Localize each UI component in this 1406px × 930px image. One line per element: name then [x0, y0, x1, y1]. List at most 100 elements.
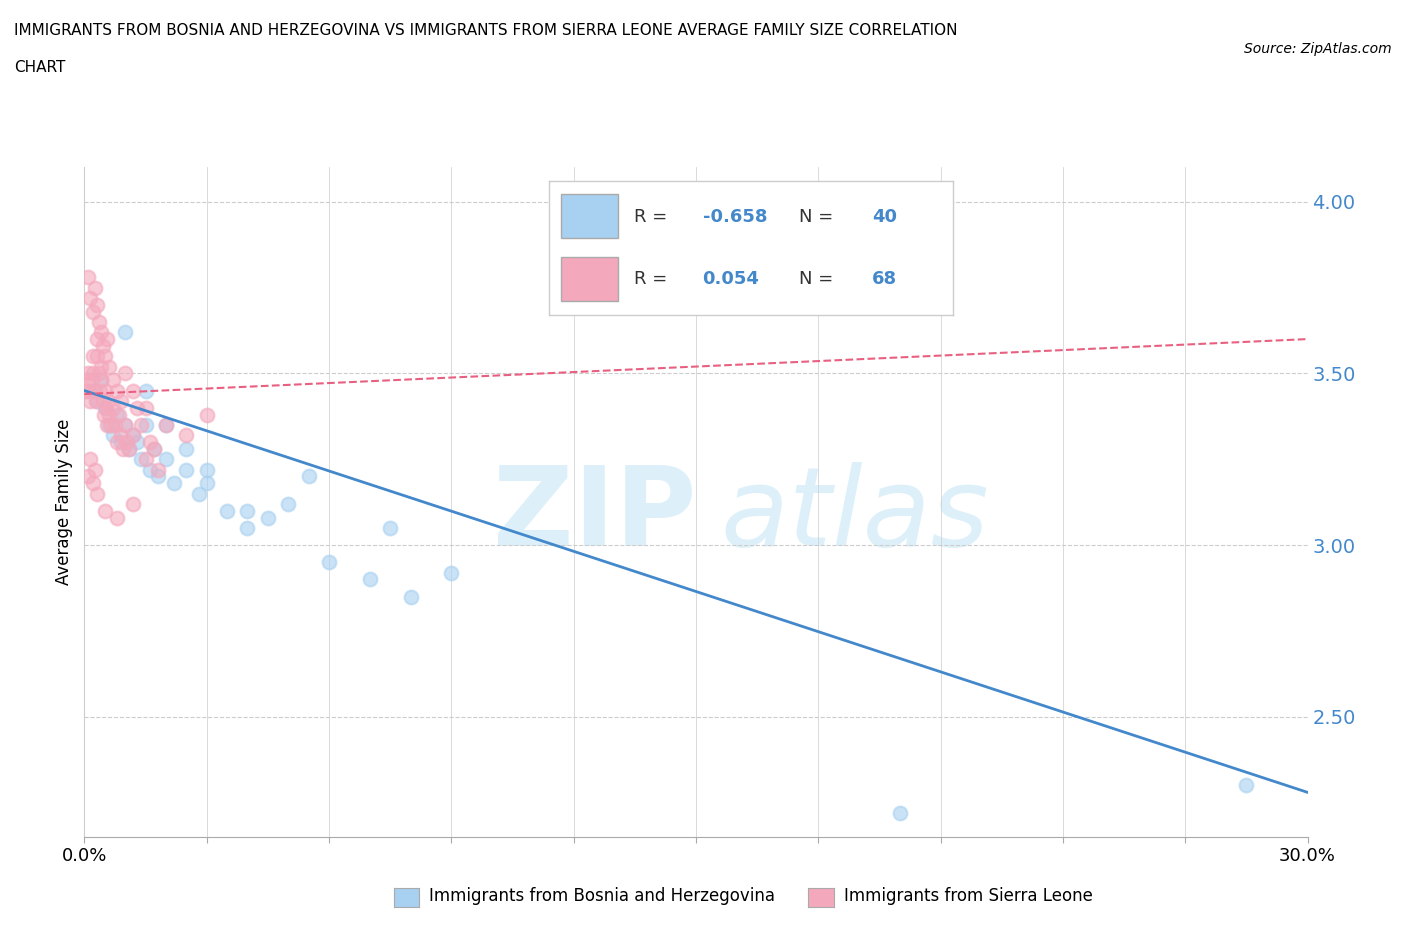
Point — [110, 434, 132, 449]
Point — [82, 349, 104, 364]
Point — [104, 418, 127, 432]
Point — [380, 521, 402, 536]
Point — [298, 469, 321, 484]
Point — [115, 434, 138, 449]
Point — [114, 418, 136, 432]
Point — [142, 442, 165, 457]
Point — [135, 383, 157, 398]
Point — [97, 418, 120, 432]
Point — [87, 314, 110, 329]
Point — [105, 434, 128, 449]
Point — [87, 366, 110, 381]
Text: ZIP: ZIP — [492, 462, 696, 569]
Point — [101, 400, 124, 415]
Text: IMMIGRANTS FROM BOSNIA AND HERZEGOVINA VS IMMIGRANTS FROM SIERRA LEONE AVERAGE F: IMMIGRANTS FROM BOSNIA AND HERZEGOVINA V… — [14, 23, 957, 38]
Point — [359, 572, 381, 587]
Point — [1234, 778, 1257, 793]
Point — [110, 393, 132, 408]
Point — [127, 400, 149, 415]
Point — [77, 469, 100, 484]
Point — [122, 428, 145, 443]
Point — [187, 486, 209, 501]
Point — [257, 511, 280, 525]
Point — [100, 418, 122, 432]
Point — [79, 290, 101, 305]
Point — [86, 332, 108, 347]
Point — [90, 373, 112, 388]
Point — [174, 428, 197, 443]
Point — [96, 332, 118, 347]
Point — [82, 476, 104, 491]
Point — [399, 590, 422, 604]
Point — [80, 373, 103, 388]
Point — [163, 476, 186, 491]
Point — [118, 442, 141, 457]
Point — [135, 452, 157, 467]
Point — [97, 393, 120, 408]
Point — [127, 434, 149, 449]
Point — [217, 503, 239, 518]
Point — [155, 452, 177, 467]
Point — [440, 565, 463, 580]
Point — [86, 298, 108, 312]
Point — [118, 442, 141, 457]
Point — [82, 383, 104, 398]
Point — [90, 373, 112, 388]
Point — [105, 383, 128, 398]
Point — [86, 349, 108, 364]
Point — [195, 407, 218, 422]
Point — [114, 366, 136, 381]
Point — [195, 462, 218, 477]
Point — [91, 393, 114, 408]
Point — [155, 418, 177, 432]
Point — [105, 511, 128, 525]
Point — [105, 407, 128, 422]
Text: CHART: CHART — [14, 60, 66, 75]
Point — [77, 383, 100, 398]
Point — [83, 280, 105, 295]
Text: Immigrants from Bosnia and Herzegovina: Immigrants from Bosnia and Herzegovina — [429, 886, 775, 905]
Point — [97, 407, 120, 422]
Point — [195, 476, 218, 491]
Point — [146, 469, 169, 484]
Point — [79, 393, 101, 408]
Point — [86, 393, 108, 408]
Point — [76, 373, 98, 388]
Point — [90, 325, 112, 339]
Point — [77, 366, 100, 381]
Point — [75, 383, 97, 398]
Point — [174, 442, 197, 457]
Point — [236, 521, 259, 536]
Point — [155, 418, 177, 432]
Point — [79, 452, 101, 467]
Point — [108, 407, 131, 422]
Point — [77, 270, 100, 285]
Point — [122, 428, 145, 443]
Point — [135, 400, 157, 415]
Point — [174, 462, 197, 477]
Point — [114, 325, 136, 339]
Point — [122, 497, 145, 512]
Point — [101, 373, 124, 388]
Point — [97, 359, 120, 374]
Point — [114, 418, 136, 432]
Point — [82, 304, 104, 319]
Point — [131, 452, 153, 467]
Point — [84, 393, 107, 408]
Point — [91, 339, 114, 353]
Point — [236, 503, 259, 518]
Y-axis label: Average Family Size: Average Family Size — [55, 419, 73, 585]
Point — [90, 359, 112, 374]
Point — [93, 349, 115, 364]
Point — [86, 486, 108, 501]
Text: Immigrants from Sierra Leone: Immigrants from Sierra Leone — [844, 886, 1092, 905]
Point — [138, 434, 160, 449]
Point — [142, 442, 165, 457]
Point — [96, 418, 118, 432]
Point — [146, 462, 169, 477]
Point — [93, 400, 115, 415]
Point — [94, 400, 117, 415]
Point — [135, 418, 157, 432]
Point — [101, 428, 124, 443]
Point — [889, 805, 911, 820]
